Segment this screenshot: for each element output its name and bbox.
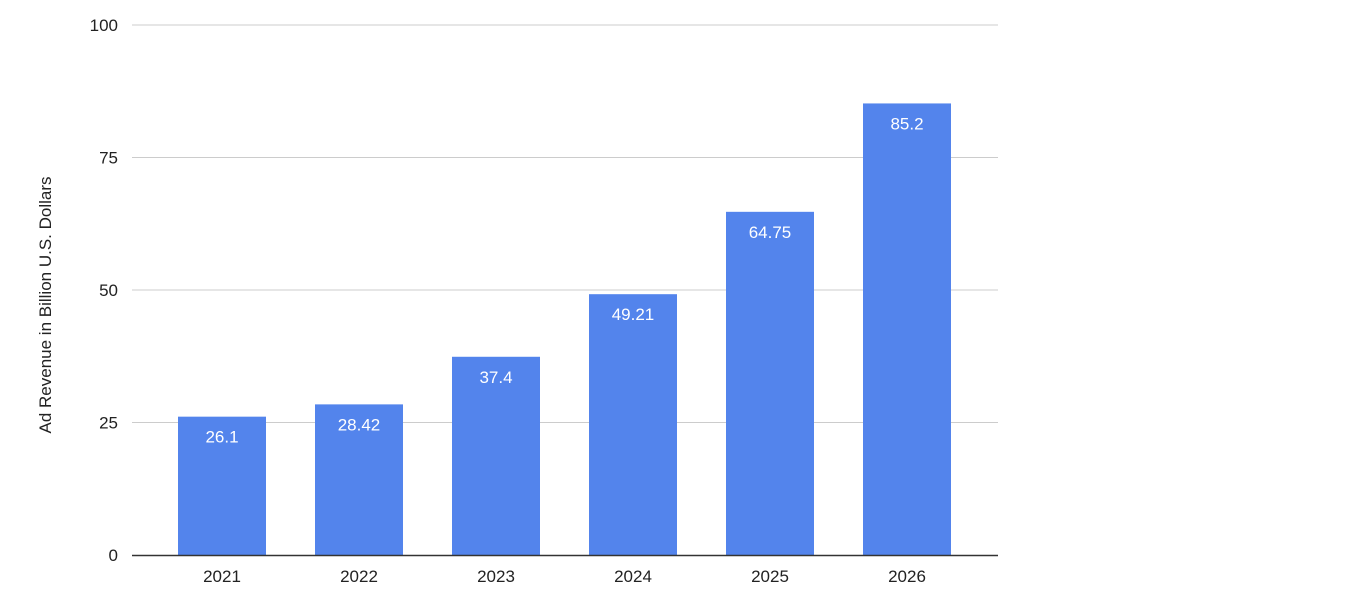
bar-2022 bbox=[315, 404, 403, 555]
x-tick-label-2026: 2026 bbox=[888, 567, 926, 586]
data-labels: 26.1 28.42 37.4 49.21 64.75 85.2 bbox=[205, 114, 923, 446]
data-label-2024: 49.21 bbox=[612, 305, 655, 324]
data-label-2025: 64.75 bbox=[749, 223, 792, 242]
bar-2024 bbox=[589, 294, 677, 555]
data-label-2026: 85.2 bbox=[890, 114, 923, 133]
x-tick-label-2024: 2024 bbox=[614, 567, 652, 586]
data-label-2021: 26.1 bbox=[205, 428, 238, 447]
y-tick-label: 75 bbox=[99, 149, 118, 168]
x-tick-label-2023: 2023 bbox=[477, 567, 515, 586]
y-tick-label: 100 bbox=[90, 16, 118, 35]
y-tick-label: 50 bbox=[99, 281, 118, 300]
y-tick-label: 0 bbox=[109, 546, 118, 565]
y-axis-title: Ad Revenue in Billion U.S. Dollars bbox=[36, 176, 55, 433]
bar-2021 bbox=[178, 416, 266, 555]
grid-lines bbox=[132, 24, 998, 423]
bars bbox=[178, 103, 951, 555]
bar-2026 bbox=[863, 103, 951, 555]
x-axis-ticks: 2021 2022 2023 2024 2025 2026 bbox=[203, 567, 926, 586]
y-tick-label: 25 bbox=[99, 414, 118, 433]
x-tick-label-2025: 2025 bbox=[751, 567, 789, 586]
bar-2025 bbox=[726, 211, 814, 555]
y-axis-ticks: 0 25 50 75 100 bbox=[90, 16, 118, 565]
data-label-2022: 28.42 bbox=[338, 415, 381, 434]
data-label-2023: 37.4 bbox=[479, 368, 512, 387]
x-tick-label-2021: 2021 bbox=[203, 567, 241, 586]
bar-2023 bbox=[452, 356, 540, 555]
x-tick-label-2022: 2022 bbox=[340, 567, 378, 586]
